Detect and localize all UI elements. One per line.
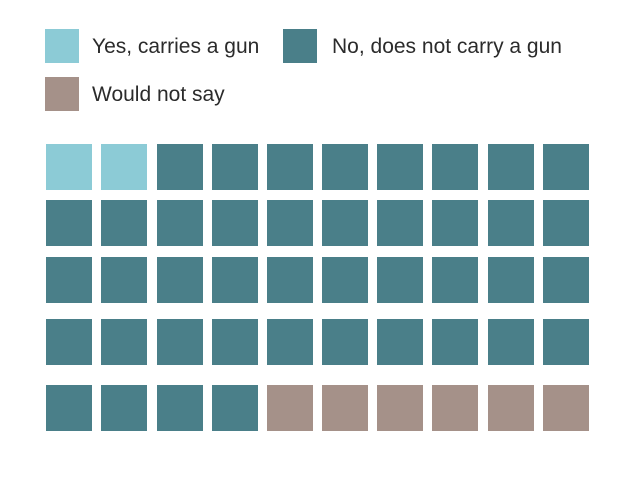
waffle-cell [543, 319, 589, 365]
waffle-cell [432, 385, 478, 431]
waffle-cell [101, 385, 147, 431]
waffle-cell [212, 385, 258, 431]
waffle-cell [157, 385, 203, 431]
legend-item-no: No, does not carry a gun [283, 29, 562, 63]
waffle-cell [322, 385, 368, 431]
waffle-cell [46, 144, 92, 190]
waffle-cell [432, 257, 478, 303]
waffle-cell [432, 200, 478, 246]
waffle-cell [101, 257, 147, 303]
waffle-cell [101, 144, 147, 190]
waffle-cell [46, 200, 92, 246]
waffle-cell [377, 200, 423, 246]
waffle-cell [46, 257, 92, 303]
waffle-cell [377, 144, 423, 190]
legend-swatch-no [283, 29, 317, 63]
waffle-cell [543, 200, 589, 246]
waffle-cell [267, 385, 313, 431]
legend-label-yes: Yes, carries a gun [92, 34, 260, 58]
legend-item-would-not-say: Would not say [45, 77, 225, 111]
waffle-cell [157, 144, 203, 190]
waffle-cell [377, 257, 423, 303]
waffle-cell [267, 200, 313, 246]
legend-swatch-would-not-say [45, 77, 79, 111]
waffle-cell [212, 319, 258, 365]
waffle-cell [101, 319, 147, 365]
waffle-cell [157, 319, 203, 365]
waffle-cell [543, 385, 589, 431]
waffle-cell [322, 319, 368, 365]
waffle-cell [432, 144, 478, 190]
waffle-cell [212, 200, 258, 246]
waffle-cell [488, 144, 534, 190]
waffle-cell [432, 319, 478, 365]
waffle-cell [322, 200, 368, 246]
waffle-cell [488, 257, 534, 303]
waffle-cell [322, 144, 368, 190]
waffle-cell [488, 385, 534, 431]
waffle-cell [46, 385, 92, 431]
waffle-cell [322, 257, 368, 303]
legend-swatch-yes [45, 29, 79, 63]
legend-label-would-not-say: Would not say [92, 82, 225, 106]
waffle-cell [488, 200, 534, 246]
waffle-cell [157, 200, 203, 246]
waffle-cell [46, 319, 92, 365]
waffle-cell [267, 257, 313, 303]
waffle-cell [377, 385, 423, 431]
waffle-cell [377, 319, 423, 365]
waffle-cell [267, 319, 313, 365]
waffle-cell [212, 144, 258, 190]
waffle-cell [267, 144, 313, 190]
waffle-cell [543, 257, 589, 303]
waffle-cell [157, 257, 203, 303]
waffle-cell [212, 257, 258, 303]
waffle-cell [101, 200, 147, 246]
chart-legend: Yes, carries a gun No, does not carry a … [0, 0, 625, 120]
waffle-cell [543, 144, 589, 190]
legend-label-no: No, does not carry a gun [332, 34, 562, 58]
waffle-cell [488, 319, 534, 365]
legend-item-yes: Yes, carries a gun [45, 29, 259, 63]
